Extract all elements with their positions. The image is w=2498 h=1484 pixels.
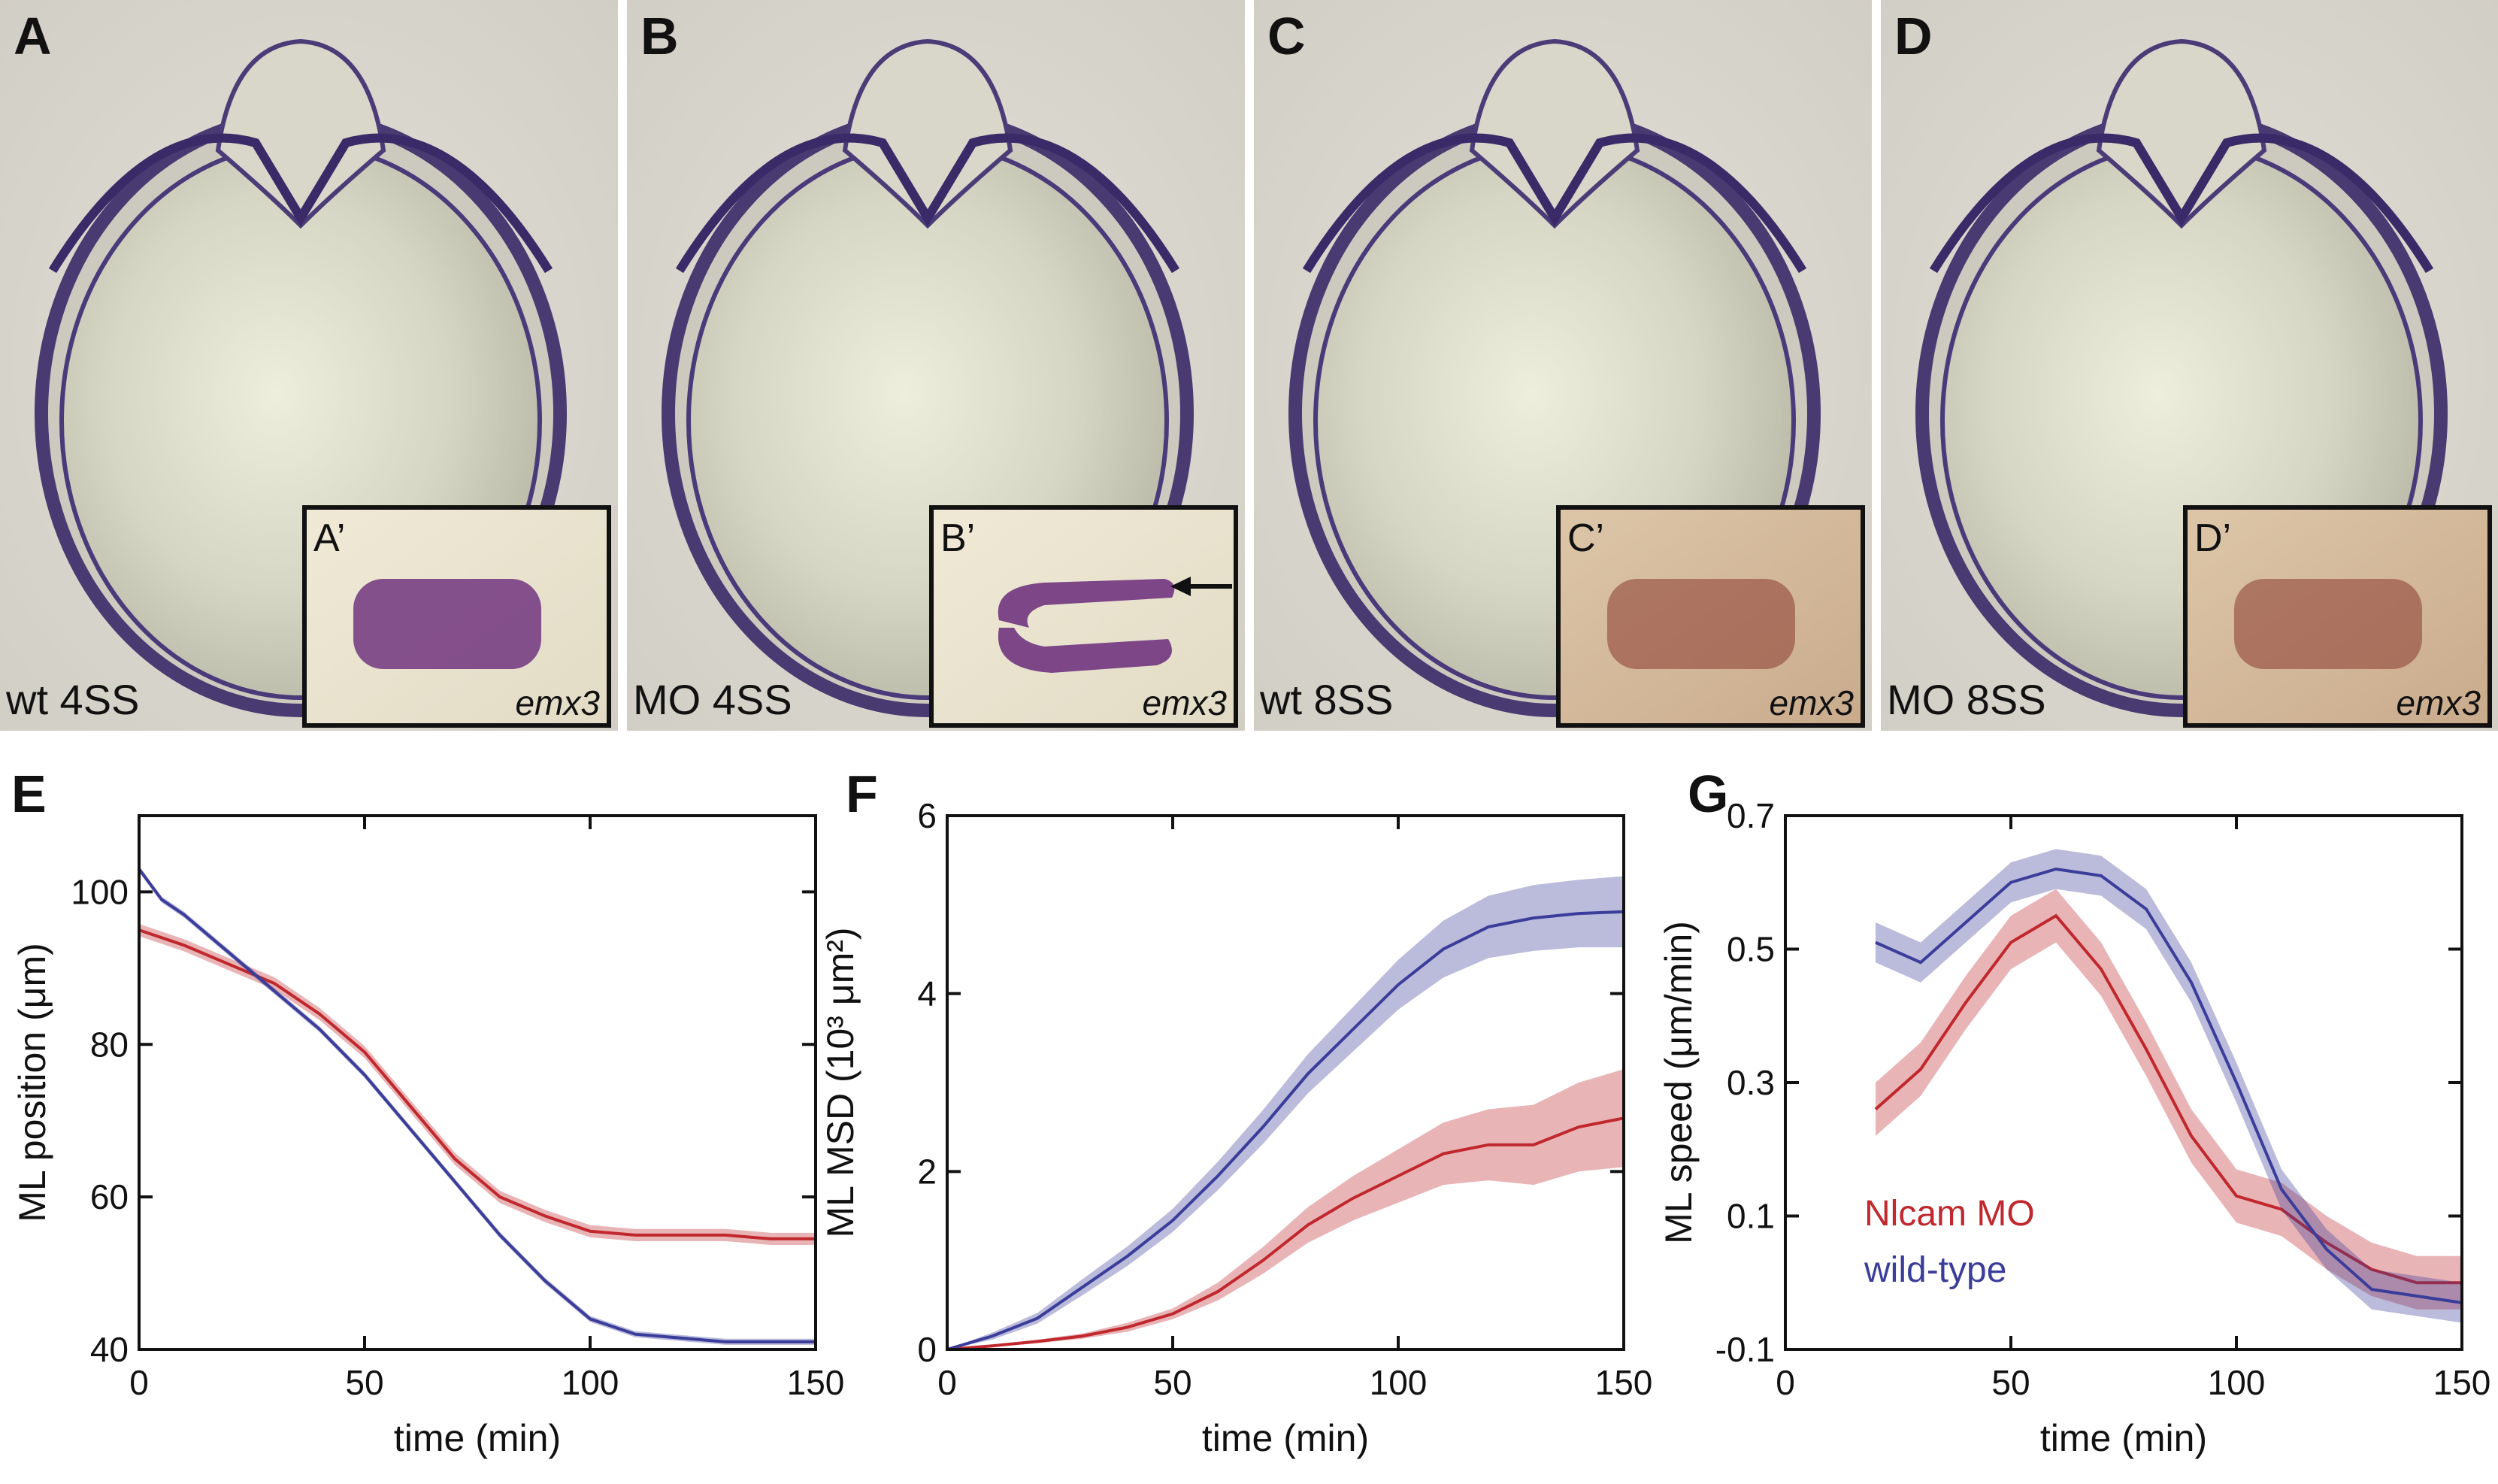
y-axis-label: ML speed (μm/min): [1658, 921, 1700, 1244]
y-tick-label: 80: [90, 1025, 129, 1064]
y-tick-label: 40: [90, 1330, 129, 1369]
gene-label: emx3: [2397, 683, 2481, 722]
x-tick-label: 50: [1153, 1363, 1191, 1402]
inset-label: C’: [1567, 516, 1604, 560]
y-tick-label: 100: [71, 872, 129, 911]
series-band-wildtype: [947, 876, 1624, 1349]
x-tick-label: 50: [345, 1363, 383, 1402]
panel-letter: G: [1688, 765, 1728, 823]
plot-frame: [138, 814, 817, 1351]
expression-domain: [2234, 579, 2422, 669]
embryo-notch-outline: [1929, 133, 2434, 274]
expression-domain: [1607, 579, 1795, 669]
legend-entry-wildtype: wild-type: [1864, 1250, 2006, 1290]
y-axis-label: ML position (μm): [11, 943, 53, 1222]
panel-letter: F: [846, 765, 878, 823]
series-line-nlcam: [946, 1116, 1624, 1351]
series-band-nlcam: [947, 1069, 1624, 1349]
expression-domain-lower: [998, 628, 1172, 673]
condition-label: MO 4SS: [633, 676, 792, 723]
y-axis-label: ML MSD (10³ μm²): [819, 927, 861, 1237]
panel-letter: D: [1894, 7, 1933, 65]
x-axis-label: time (min): [394, 1417, 561, 1459]
series-line-nlcam: [138, 928, 816, 1240]
panel-letter: A: [14, 7, 52, 65]
series-line-wildtype: [946, 910, 1624, 1351]
x-tick-label: 0: [937, 1363, 957, 1402]
arrow-head: [1170, 577, 1191, 596]
series-line-wildtype: [1875, 867, 2463, 1304]
image-panel-d: D MO 8SS D’ emx3: [1881, 0, 2498, 731]
x-tick-label: 150: [2433, 1363, 2491, 1402]
plot-frame: [946, 814, 1625, 1351]
image-panel-a: Awt 4SS A’ emx3: [0, 0, 618, 731]
x-tick-label: 0: [129, 1363, 149, 1402]
condition-label: wt 8SS: [1259, 676, 1393, 723]
legend-entry-nlcam: Nlcam MO: [1864, 1194, 2035, 1234]
x-tick-label: 150: [1595, 1363, 1653, 1402]
y-tick-label: 2: [917, 1152, 937, 1191]
panel-letter: E: [11, 765, 47, 823]
panel-letter: B: [640, 7, 679, 65]
x-tick-label: 50: [1991, 1363, 2030, 1402]
y-tick-label: 60: [90, 1177, 129, 1216]
expression-domain-upper: [998, 579, 1175, 628]
image-panel-b: B MO 4SS B’ emx3: [627, 0, 1245, 731]
y-tick-label: 0.7: [1727, 796, 1775, 835]
expression-domain: [353, 579, 541, 669]
condition-label: MO 8SS: [1887, 676, 2046, 723]
series-line-wildtype: [138, 868, 816, 1343]
x-tick-label: 100: [562, 1363, 619, 1402]
y-tick-label: 4: [917, 974, 937, 1013]
x-axis-label: time (min): [2040, 1417, 2207, 1459]
gene-label: emx3: [1143, 683, 1228, 722]
x-tick-label: 100: [1370, 1363, 1428, 1402]
embryo-notch-outline: [675, 133, 1180, 274]
embryo-notch-outline: [48, 133, 553, 274]
panel-letter: C: [1267, 7, 1306, 65]
y-tick-label: -0.1: [1715, 1330, 1775, 1369]
y-tick-label: 0.3: [1727, 1063, 1775, 1102]
chart-g: G 0 50 100 150 -0.1 0.1 0.3 0.5 0.7 time (min) ML s…: [1658, 765, 2490, 1459]
gene-label: emx3: [516, 683, 601, 722]
x-tick-label: 0: [1776, 1363, 1795, 1402]
inset-label: A’: [313, 516, 345, 560]
series-band-nlcam: [139, 924, 816, 1246]
inset-frame: [929, 505, 1238, 728]
inset-label: D’: [2194, 516, 2231, 560]
series-line-nlcam: [1874, 913, 2462, 1285]
condition-label: wt 4SS: [5, 676, 139, 723]
series-band-nlcam: [1876, 889, 2462, 1310]
x-axis-label: time (min): [1202, 1417, 1369, 1459]
chart-f: F 0 50 100 150 0 2 4 6 time (min) ML MSD (10³ μm²): [819, 765, 1652, 1459]
x-tick-label: 150: [787, 1363, 845, 1402]
y-tick-label: 6: [917, 796, 937, 835]
y-tick-label: 0.5: [1727, 930, 1775, 969]
inset-label: B’: [940, 516, 975, 560]
series-band-wildtype: [139, 865, 816, 1345]
y-tick-label: 0.1: [1727, 1197, 1775, 1236]
gene-label: emx3: [1770, 683, 1855, 722]
embryo-notch-outline: [1302, 133, 1807, 274]
y-tick-label: 0: [917, 1330, 937, 1369]
image-panel-c: Cwt 8SS C’ emx3: [1254, 0, 1872, 731]
x-tick-label: 100: [2208, 1363, 2266, 1402]
